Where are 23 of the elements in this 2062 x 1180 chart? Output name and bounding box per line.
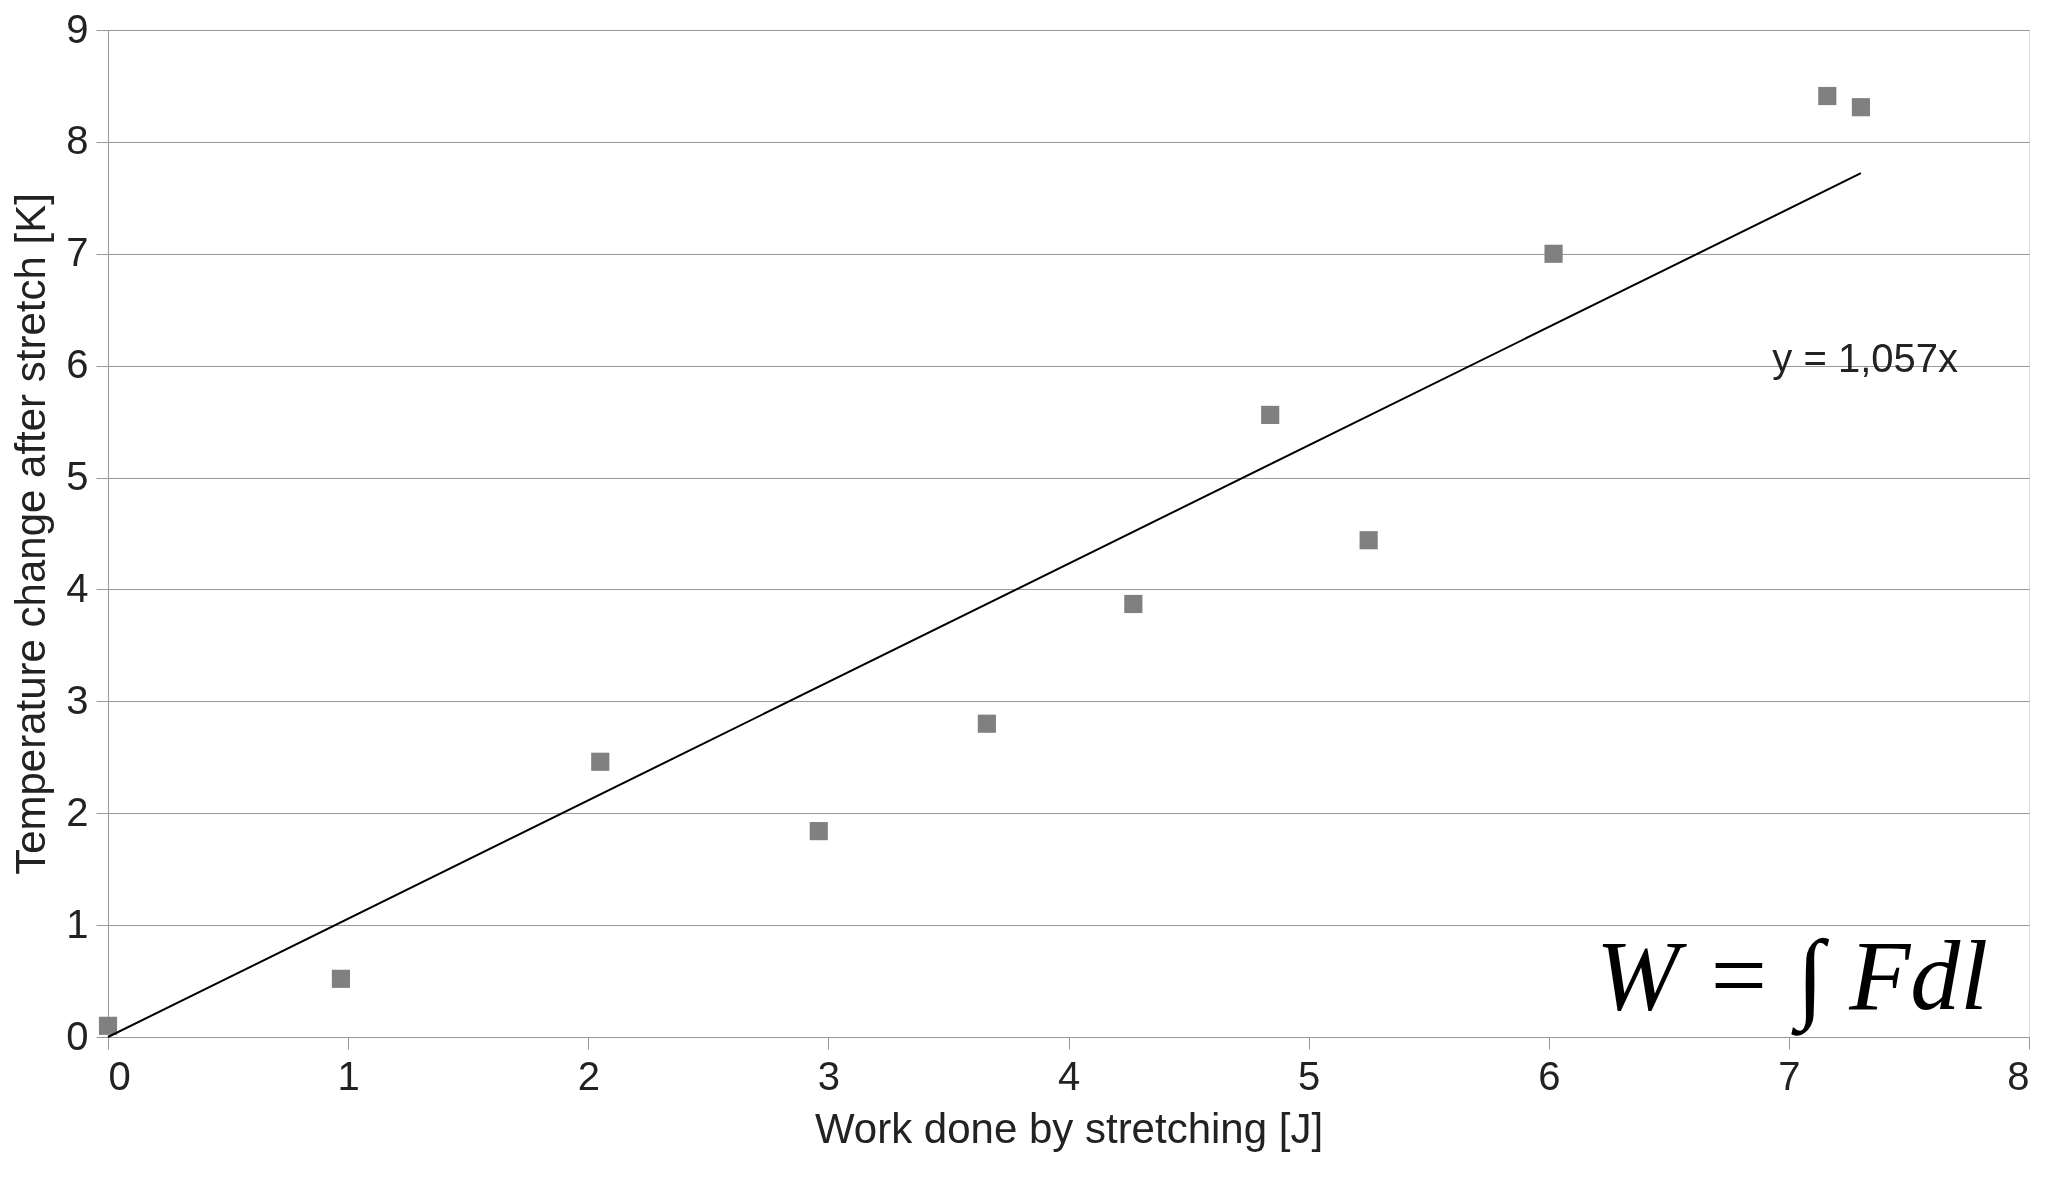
x-tick-label: 7 (1778, 1053, 1801, 1098)
x-tick-label: 1 (337, 1053, 360, 1098)
x-tick-label: 8 (2007, 1053, 2030, 1098)
annotation: y = 1,057x (1772, 336, 1958, 380)
y-tick-label: 9 (66, 6, 89, 51)
y-tick-label: 6 (66, 342, 89, 387)
y-tick-label: 2 (66, 789, 89, 834)
x-tick-label: 0 (108, 1053, 131, 1098)
y-tick-label: 0 (66, 1013, 89, 1058)
y-axis-title: Temperature change after stretch [K] (7, 193, 55, 875)
y-tick-label: 8 (66, 118, 89, 163)
y-tick-label: 5 (66, 454, 89, 499)
y-tick-label: 1 (66, 901, 89, 946)
y-tick-label: 3 (66, 677, 89, 722)
y-tick-label: 4 (66, 565, 89, 610)
x-tick-label: 3 (817, 1053, 840, 1098)
y-tick-label: 7 (66, 230, 89, 275)
x-tick-label: 4 (1057, 1053, 1081, 1098)
x-tick-label: 6 (1538, 1053, 1561, 1098)
x-tick-label: 5 (1298, 1053, 1321, 1098)
annotation: W = ∫ Fdl (1595, 920, 1988, 1036)
x-axis-title: Work done by stretching [J] (814, 1104, 1324, 1152)
x-tick-label: 2 (577, 1053, 600, 1098)
